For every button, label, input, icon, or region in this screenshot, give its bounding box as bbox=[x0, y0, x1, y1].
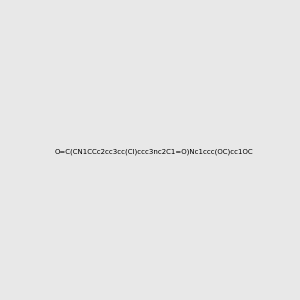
Text: O=C(CN1CCc2cc3cc(Cl)ccc3nc2C1=O)Nc1ccc(OC)cc1OC: O=C(CN1CCc2cc3cc(Cl)ccc3nc2C1=O)Nc1ccc(O… bbox=[54, 148, 253, 155]
